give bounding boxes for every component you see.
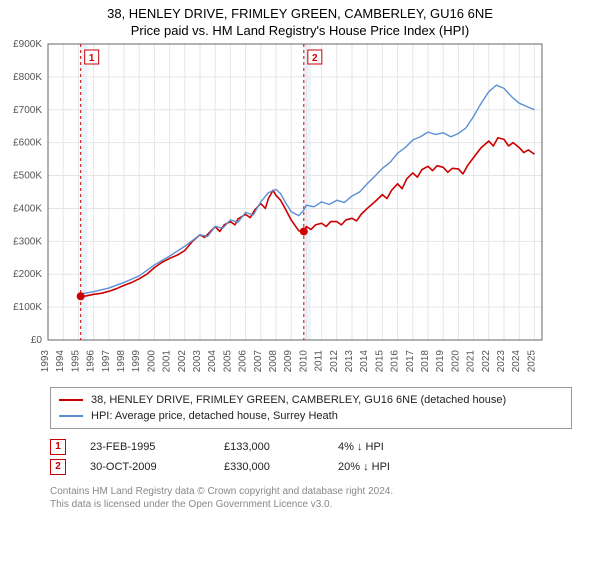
svg-text:2004: 2004 <box>207 350 218 373</box>
svg-text:2021: 2021 <box>466 350 477 373</box>
title-line-2: Price paid vs. HM Land Registry's House … <box>0 23 600 38</box>
svg-text:1998: 1998 <box>116 350 127 373</box>
svg-text:2006: 2006 <box>238 350 249 373</box>
svg-text:2011: 2011 <box>314 350 325 372</box>
svg-text:2017: 2017 <box>405 350 416 373</box>
svg-text:2000: 2000 <box>146 350 157 373</box>
svg-text:2008: 2008 <box>268 350 279 373</box>
markers-table: 1 23-FEB-1995 £133,000 4% ↓ HPI 2 30-OCT… <box>50 437 572 477</box>
marker-price-2: £330,000 <box>224 457 314 477</box>
svg-text:2019: 2019 <box>435 350 446 373</box>
marker-price-1: £133,000 <box>224 437 314 457</box>
svg-text:2020: 2020 <box>450 350 461 373</box>
svg-text:2025: 2025 <box>526 350 537 373</box>
svg-text:1999: 1999 <box>131 350 142 373</box>
svg-text:1995: 1995 <box>70 350 81 373</box>
svg-text:£900K: £900K <box>13 39 42 50</box>
marker-row-1: 1 23-FEB-1995 £133,000 4% ↓ HPI <box>50 437 572 457</box>
footer-line-2: This data is licensed under the Open Gov… <box>50 498 572 511</box>
svg-text:2012: 2012 <box>329 350 340 373</box>
svg-text:2010: 2010 <box>298 350 309 373</box>
svg-text:2002: 2002 <box>177 350 188 373</box>
legend-swatch-1 <box>59 399 83 401</box>
svg-text:2023: 2023 <box>496 350 507 373</box>
svg-text:£0: £0 <box>31 335 43 346</box>
svg-text:£200K: £200K <box>13 269 42 280</box>
svg-text:2015: 2015 <box>374 350 385 373</box>
marker-box-2: 2 <box>50 459 66 475</box>
svg-text:2003: 2003 <box>192 350 203 373</box>
svg-text:£400K: £400K <box>13 203 42 214</box>
title-line-1: 38, HENLEY DRIVE, FRIMLEY GREEN, CAMBERL… <box>0 6 600 21</box>
svg-text:£700K: £700K <box>13 105 42 116</box>
svg-text:2001: 2001 <box>162 350 173 373</box>
footer: Contains HM Land Registry data © Crown c… <box>50 485 572 511</box>
svg-text:1993: 1993 <box>40 350 51 373</box>
svg-text:2013: 2013 <box>344 350 355 373</box>
svg-text:2018: 2018 <box>420 350 431 373</box>
svg-text:2022: 2022 <box>481 350 492 373</box>
marker-date-2: 30-OCT-2009 <box>90 457 200 477</box>
svg-text:£500K: £500K <box>13 171 42 182</box>
svg-text:£800K: £800K <box>13 72 42 83</box>
svg-text:2007: 2007 <box>253 350 264 373</box>
svg-text:2014: 2014 <box>359 350 370 373</box>
svg-text:1996: 1996 <box>86 350 97 373</box>
svg-text:2016: 2016 <box>390 350 401 373</box>
svg-text:1994: 1994 <box>55 350 66 373</box>
svg-text:£100K: £100K <box>13 302 42 313</box>
svg-text:1: 1 <box>89 53 95 64</box>
legend-row-1: 38, HENLEY DRIVE, FRIMLEY GREEN, CAMBERL… <box>59 392 563 408</box>
svg-text:2009: 2009 <box>283 350 294 373</box>
price-chart: £0 £100K £200K £300K £400K £500K £600K £700K £80… <box>0 38 600 383</box>
marker-diff-1: 4% ↓ HPI <box>338 437 448 457</box>
marker-row-2: 2 30-OCT-2009 £330,000 20% ↓ HPI <box>50 457 572 477</box>
legend-row-2: HPI: Average price, detached house, Surr… <box>59 408 563 424</box>
svg-text:2: 2 <box>312 53 318 64</box>
legend-box: 38, HENLEY DRIVE, FRIMLEY GREEN, CAMBERL… <box>50 387 572 429</box>
svg-text:£300K: £300K <box>13 236 42 247</box>
footer-line-1: Contains HM Land Registry data © Crown c… <box>50 485 572 498</box>
svg-text:£600K: £600K <box>13 138 42 149</box>
legend-label-2: HPI: Average price, detached house, Surr… <box>91 408 338 424</box>
marker-box-1: 1 <box>50 439 66 455</box>
svg-text:1997: 1997 <box>101 350 112 373</box>
legend-swatch-2 <box>59 415 83 417</box>
marker-date-1: 23-FEB-1995 <box>90 437 200 457</box>
svg-text:2024: 2024 <box>511 350 522 373</box>
chart-svg: £0 £100K £200K £300K £400K £500K £600K £700K £80… <box>0 38 560 378</box>
marker-diff-2: 20% ↓ HPI <box>338 457 448 477</box>
svg-text:2005: 2005 <box>222 350 233 373</box>
legend-label-1: 38, HENLEY DRIVE, FRIMLEY GREEN, CAMBERL… <box>91 392 506 408</box>
